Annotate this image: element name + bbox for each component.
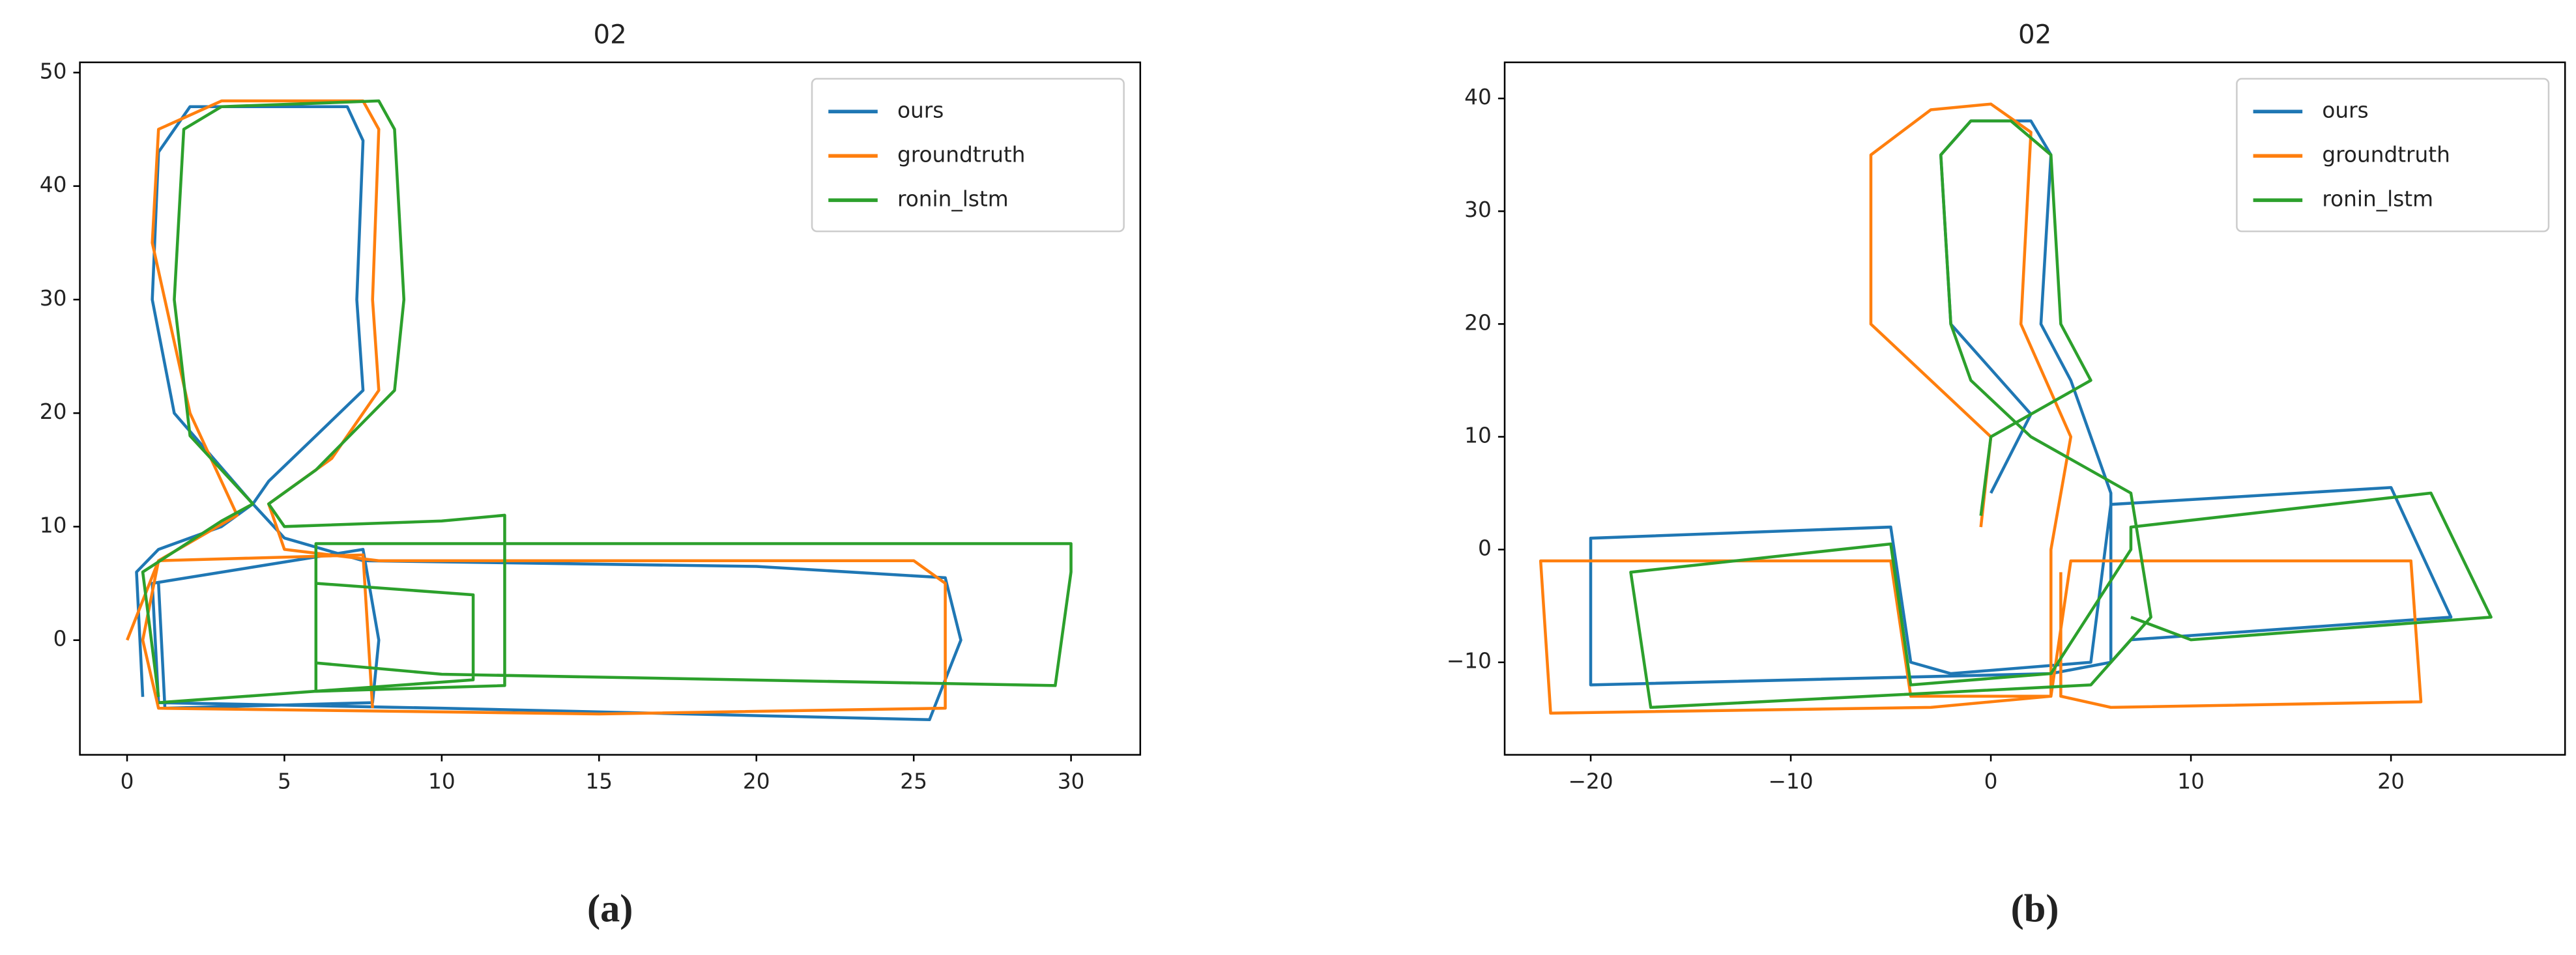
x-tick-label: 20	[2377, 769, 2405, 794]
legend-label: groundtruth	[897, 142, 1025, 167]
x-tick-label: 15	[585, 769, 613, 794]
y-tick-label: 40	[40, 173, 67, 197]
x-tick-label: 0	[1984, 769, 1998, 794]
y-tick-label: 20	[40, 399, 67, 424]
x-tick-label: 10	[2177, 769, 2205, 794]
x-tick-label: 25	[900, 769, 927, 794]
y-tick-label: 20	[1464, 310, 1492, 335]
x-tick-label: 20	[743, 769, 770, 794]
legend-box	[2236, 78, 2550, 233]
legend-label: ours	[2322, 98, 2368, 122]
caption: (a)	[587, 887, 633, 930]
y-tick-label: 10	[1464, 423, 1492, 448]
plot-frame	[79, 61, 1142, 756]
x-tick-label: 5	[278, 769, 291, 794]
trajectory	[141, 99, 1073, 704]
y-tick-label: 50	[40, 59, 67, 83]
y-tick-label: 30	[40, 286, 67, 311]
x-tick-label: −10	[1768, 769, 1813, 794]
legend-label: ronin_lstm	[2322, 186, 2433, 211]
x-tick-label: 0	[121, 769, 134, 794]
x-tick-label: −20	[1568, 769, 1613, 794]
y-tick-label: −10	[1447, 649, 1492, 674]
legend-label: groundtruth	[2322, 142, 2450, 167]
y-tick-label: 10	[40, 513, 67, 537]
plot-frame	[1503, 61, 2566, 756]
caption: (b)	[2011, 887, 2059, 930]
trajectory	[135, 105, 962, 722]
legend-label: ronin_lstm	[897, 186, 1009, 211]
x-tick-label: 10	[428, 769, 456, 794]
y-tick-label: 40	[1464, 85, 1492, 109]
y-tick-label: 0	[53, 627, 67, 651]
y-tick-label: 0	[1478, 536, 1492, 561]
y-tick-label: 30	[1464, 197, 1492, 222]
trajectory	[1539, 102, 2423, 715]
legend-box	[811, 78, 1125, 233]
chart-title: 02	[2018, 19, 2051, 50]
legend-label: ours	[897, 98, 944, 122]
trajectory	[1629, 119, 2493, 709]
x-tick-label: 30	[1058, 769, 1085, 794]
chart-title: 02	[594, 19, 627, 50]
